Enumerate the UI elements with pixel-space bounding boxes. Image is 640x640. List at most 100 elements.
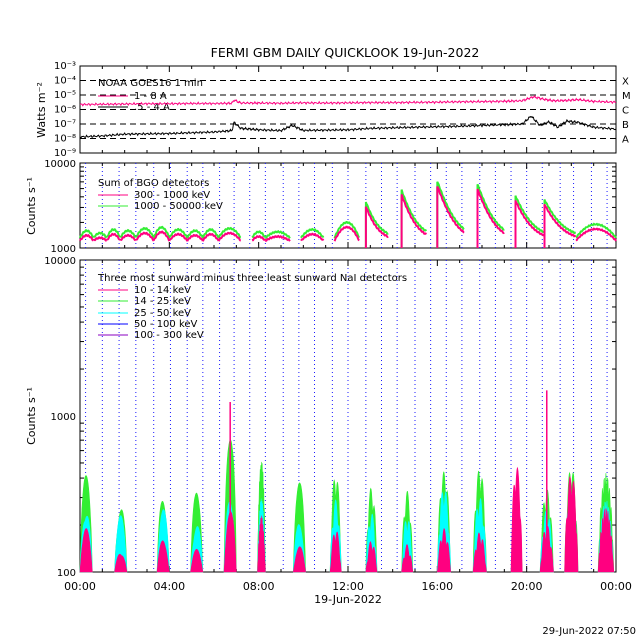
- goes-ytick-label-1: 10⁻⁴: [54, 76, 76, 87]
- goes-legend-05-4: .5 - 4 A: [134, 102, 170, 113]
- goes-series-1-8: [79, 94, 617, 107]
- bgo-series-0-segment-11: [264, 234, 291, 243]
- goes-panel: Watts m⁻² NOAA GOES16 1 min 1 - 8 A .5 -…: [35, 61, 631, 159]
- bgo-series-0-segment-19: [543, 203, 576, 248]
- bgo-plot-area: 10000 1000: [44, 159, 617, 255]
- goes-class-label-X: X: [622, 77, 629, 88]
- chart-title: FERMI GBM DAILY QUICKLOOK 19-Jun-2022: [211, 45, 480, 60]
- bgo-series-1-segment-20: [575, 222, 617, 239]
- nai-plot-area: 10000 1000 100: [44, 256, 617, 579]
- goes-class-label-B: B: [622, 120, 629, 131]
- x-tick-label-5: 20:00: [511, 580, 543, 593]
- bgo-series-1-segment-3: [119, 228, 137, 239]
- bgo-series-0-segment-20: [575, 227, 617, 242]
- bgo-series-0-segment-2: [105, 232, 122, 241]
- x-tick-label-1: 04:00: [153, 580, 185, 593]
- bgo-series-0-segment-18: [514, 200, 546, 248]
- nai-burst-14-10-14: [564, 475, 579, 573]
- nai-ylabel: Counts s⁻¹: [25, 387, 38, 445]
- goes-legend-title: NOAA GOES16 1 min: [98, 78, 203, 89]
- bgo-series-1-segment-19: [543, 199, 576, 248]
- nai-burst-3-10-14: [190, 548, 204, 573]
- x-axis-label: 19-Jun-2022: [314, 593, 382, 606]
- goes-ytick-label-0: 10⁻³: [54, 61, 76, 72]
- bgo-series-1-segment-8: [201, 227, 220, 239]
- bgo-series-0-segment-4: [135, 231, 155, 242]
- nai-burst-5-10-14: [257, 515, 266, 573]
- nai-burst-10-10-14: [436, 528, 452, 573]
- bgo-series-0-segment-13: [333, 225, 360, 242]
- nai-burst-2-10-14: [156, 540, 170, 573]
- nai-legend-50-100: 50 - 100 keV: [134, 319, 198, 330]
- bgo-series-0-segment-17: [476, 188, 505, 248]
- bgo-series-1-segment-1: [92, 231, 108, 239]
- nai-legend-title: Three most sunward minus three least sun…: [97, 273, 407, 284]
- nai-burst-9-10-14: [401, 544, 414, 573]
- nai-burst-1-10-14: [114, 553, 128, 573]
- goes-ytick-label-2: 10⁻⁵: [54, 90, 76, 101]
- x-tick-label-2: 08:00: [243, 580, 275, 593]
- bgo-series-0-segment-10: [251, 235, 267, 242]
- bgo-series-1-segment-11: [265, 230, 291, 239]
- bgo-ytick-label-1: 1000: [51, 244, 76, 255]
- nai-panel: Counts s⁻¹ 10000 1000 100 Three most sunwa…: [25, 256, 617, 579]
- bgo-series-0-segment-9: [217, 231, 241, 242]
- bgo-series-0-segment-1: [92, 236, 107, 242]
- bgo-series-0-segment-0: [79, 233, 94, 242]
- bgo-series-1-segment-17: [476, 183, 505, 248]
- nai-burst-11-10-14: [472, 532, 487, 573]
- bgo-series-1-segment-0: [79, 229, 94, 239]
- bgo-series-0-segment-15: [400, 194, 428, 248]
- goes-class-label-A: A: [622, 135, 629, 146]
- bgo-series-0-segment-5: [152, 230, 171, 242]
- x-tick-label-4: 16:00: [421, 580, 453, 593]
- bgo-series-0-segment-16: [436, 186, 465, 248]
- bgo-series-1-segment-10: [251, 230, 267, 239]
- bgo-series-1-segment-7: [186, 229, 204, 239]
- bgo-series-0-segment-14: [364, 206, 389, 248]
- bgo-panel: Counts s⁻¹ 10000 1000 Sum of BGO detector…: [25, 159, 617, 255]
- bgo-series-0-segment-7: [186, 233, 204, 242]
- x-tick-label-6: 00:00: [600, 580, 632, 593]
- x-tick-label-3: 12:00: [332, 580, 364, 593]
- nai-burst-0-10-14: [79, 528, 93, 573]
- bgo-series-1-segment-12: [300, 227, 325, 239]
- nai-burst-15-10-14: [597, 508, 615, 573]
- bgo-series-1-segment-13: [333, 221, 361, 239]
- nai-burst-12-10-14: [510, 466, 523, 573]
- bgo-legend-title: Sum of BGO detectors: [98, 178, 209, 189]
- nai-burst-6-10-14: [292, 546, 306, 573]
- bgo-ylabel: Counts s⁻¹: [25, 177, 38, 235]
- x-axis: 00:00 04:00 08:00 12:00 16:00 20:00 00:00: [64, 580, 632, 593]
- bgo-series-1-segment-2: [105, 228, 122, 238]
- footer-timestamp: 29-Jun-2022 07:50: [542, 626, 636, 637]
- bgo-series-0-segment-12: [300, 232, 325, 242]
- bgo-series-0-segment-6: [168, 232, 189, 242]
- goes-series-05-4: [79, 115, 617, 139]
- nai-legend-14-25: 14 - 25 keV: [134, 296, 191, 307]
- bgo-series-1-segment-9: [217, 226, 242, 239]
- bgo-series-1-segment-14: [364, 201, 389, 248]
- nai-ytick-label-2: 100: [57, 568, 76, 579]
- bgo-series-0-segment-8: [202, 232, 220, 242]
- bgo-series-1-segment-6: [168, 227, 189, 239]
- goes-ytick-label-3: 10⁻⁶: [54, 105, 76, 116]
- nai-legend-25-50: 25 - 50 keV: [134, 308, 191, 319]
- bgo-legend-1000-50000: 1000 - 50000 keV: [134, 201, 223, 212]
- goes-class-label-M: M: [622, 91, 631, 102]
- bgo-series-0-segment-3: [119, 233, 137, 242]
- goes-legend-1-8: 1 - 8 A: [134, 91, 167, 102]
- x-tick-label-0: 00:00: [64, 580, 96, 593]
- bgo-series-1-segment-5: [152, 225, 171, 239]
- nai-legend-10-14: 10 - 14 keV: [134, 285, 191, 296]
- bgo-series-1-segment-15: [400, 189, 428, 248]
- bgo-legend-300-1000: 300 - 1000 keV: [134, 190, 210, 201]
- nai-burst-7-10-14: [329, 531, 342, 573]
- bgo-series-1-segment-16: [436, 181, 465, 248]
- goes-ytick-label-6: 10⁻⁹: [54, 148, 76, 159]
- nai-ytick-label-1: 1000: [51, 412, 76, 423]
- goes-class-label-C: C: [622, 106, 629, 117]
- bgo-series-1-segment-4: [134, 226, 155, 239]
